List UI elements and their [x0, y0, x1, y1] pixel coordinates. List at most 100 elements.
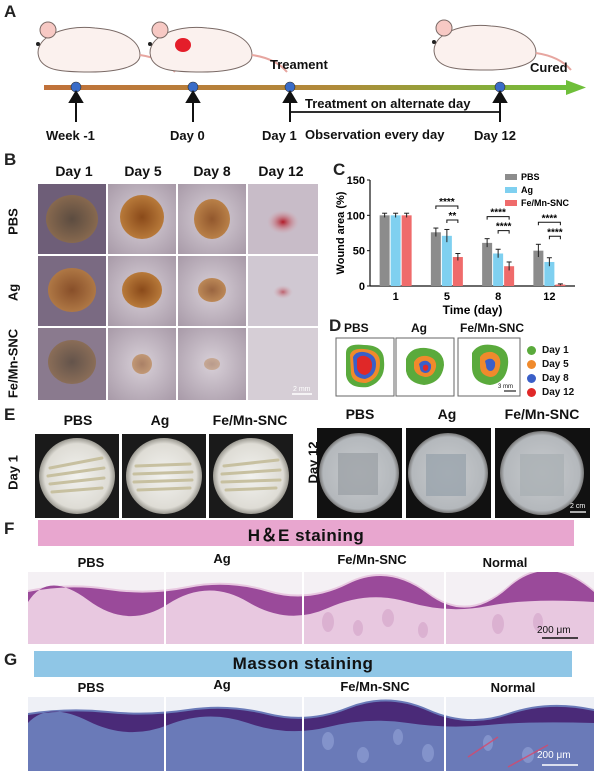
- e-right-ag: Ag: [437, 406, 457, 422]
- significance-label: **: [448, 211, 456, 222]
- y-tick-label: 50: [353, 246, 365, 258]
- col-label-day-12: Day 12: [258, 163, 304, 179]
- timeline-illustration: [36, 19, 586, 122]
- d-group-ag: Ag: [411, 321, 427, 335]
- masson-histology-strip: [28, 697, 594, 771]
- f-group-pbs: PBS: [77, 555, 105, 570]
- wound-spots: [46, 195, 299, 384]
- panel-e-scale-label: 2 cm: [570, 503, 586, 510]
- e-right-pbs: PBS: [345, 406, 375, 422]
- f-group-ag: Ag: [213, 551, 231, 566]
- legend-label-day-8: Day 8: [542, 372, 569, 384]
- panel-label-e: E: [4, 405, 16, 424]
- g-group-normal: Normal: [490, 680, 536, 695]
- legend-swatch-day-12: [527, 387, 536, 397]
- bar: [504, 266, 515, 286]
- g-group-ag: Ag: [213, 677, 231, 692]
- panel-label-b: B: [4, 150, 17, 169]
- bar: [544, 261, 555, 286]
- row-label-fe-mn-snc: Fe/Mn-SNC: [5, 328, 21, 399]
- mouse-illustration-3: [432, 19, 572, 71]
- wound-trace-diagram: [335, 337, 521, 397]
- legend-swatch-day-1: [527, 345, 536, 355]
- row-label-ag: Ag: [5, 283, 21, 302]
- bar: [533, 250, 544, 286]
- panel-g-scale-label: 200 μm: [537, 750, 571, 761]
- timeline-line: [44, 85, 569, 90]
- label-day-1: Day 1: [262, 128, 297, 143]
- day-12-dishes: [317, 428, 590, 518]
- e-left-ag: Ag: [150, 412, 170, 428]
- legend-label-day-5: Day 5: [542, 358, 569, 370]
- day-1-dishes: [35, 434, 293, 518]
- x-tick-label: 12: [543, 291, 555, 303]
- significance-label: ****: [542, 213, 558, 224]
- legend-label: PBS: [521, 172, 540, 182]
- legend-swatch: [505, 187, 517, 193]
- x-tick-label: 1: [393, 291, 399, 303]
- x-tick-label: 8: [495, 291, 501, 303]
- label-day-12: Day 12: [474, 128, 516, 143]
- significance-bracket: [548, 235, 561, 240]
- e-left-fe-mn-snc: Fe/Mn-SNC: [212, 412, 288, 428]
- label-week-minus-1: Week -1: [46, 128, 95, 143]
- panel-d-legend: Day 1 Day 5 Day 8 Day 12: [527, 343, 593, 399]
- panel-f-scale-label: 200 μm: [537, 625, 571, 636]
- panel-b-scale-label: 2 mm: [293, 386, 311, 393]
- significance-bracket: [486, 216, 510, 220]
- panel-label-f: F: [4, 519, 15, 538]
- he-staining-title: H＆E staining: [247, 525, 365, 545]
- legend-label: Ag: [521, 185, 533, 195]
- significance-bracket: [497, 230, 510, 234]
- bar: [430, 232, 441, 286]
- significance-bracket: [537, 221, 561, 226]
- significance-label: ****: [439, 197, 455, 208]
- masson-staining-title: Masson staining: [232, 654, 374, 673]
- legend-day-12: Day 12: [527, 385, 593, 399]
- treatment-bracket: [289, 102, 501, 122]
- col-label-day-8: Day 8: [193, 163, 231, 179]
- y-tick-label: 0: [359, 281, 365, 293]
- significance-label: ****: [547, 227, 563, 238]
- panel-label-a: A: [4, 2, 17, 21]
- col-label-day-1: Day 1: [55, 163, 93, 179]
- significance-bracket: [435, 205, 459, 210]
- legend-day-8: Day 8: [527, 371, 593, 385]
- panel-label-d: D: [329, 316, 342, 335]
- f-group-fe-mn-snc: Fe/Mn-SNC: [337, 552, 407, 567]
- y-tick-label: 100: [347, 210, 365, 222]
- significance-bracket: [446, 219, 459, 224]
- label-day-0: Day 0: [170, 128, 205, 143]
- row-label-pbs: PBS: [5, 208, 21, 235]
- legend-swatch: [505, 174, 517, 180]
- label-observation: Observation every day: [305, 127, 445, 142]
- bar: [379, 215, 390, 286]
- wound-mark: [175, 38, 191, 52]
- significance-label: ****: [490, 208, 506, 219]
- panel-d-scale-label: 3 mm: [498, 384, 513, 390]
- label-cured: Cured: [530, 60, 568, 75]
- legend-swatch: [505, 200, 517, 206]
- label-treament: Treament: [270, 57, 328, 72]
- mouse-illustration-2: [148, 21, 288, 73]
- bar: [493, 253, 504, 286]
- x-tick-label: 5: [444, 291, 450, 303]
- bar: [390, 215, 401, 286]
- panel-label-c: C: [333, 160, 346, 179]
- col-label-day-5: Day 5: [124, 163, 162, 179]
- legend-swatch-day-5: [527, 359, 536, 369]
- y-tick-label: 150: [347, 175, 365, 187]
- wound-photo-grid: [38, 184, 318, 400]
- bar: [401, 215, 412, 286]
- bar: [452, 257, 463, 286]
- he-histology-strip: [28, 572, 594, 644]
- legend-label-day-12: Day 12: [542, 386, 575, 398]
- legend-label-day-1: Day 1: [542, 344, 569, 356]
- panel-label-g: G: [4, 650, 18, 669]
- label-alternate: Treatment on alternate day: [305, 96, 471, 111]
- g-group-pbs: PBS: [77, 680, 105, 695]
- bar: [441, 235, 452, 286]
- significance-label: ****: [496, 222, 512, 233]
- x-axis-label: Time (day): [443, 303, 503, 317]
